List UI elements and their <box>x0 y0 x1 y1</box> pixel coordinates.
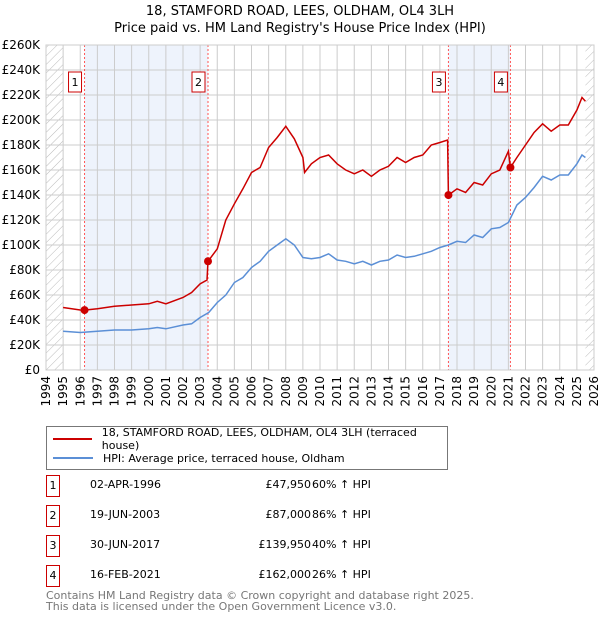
shaded-range <box>448 45 511 370</box>
chart-subtitle: Price paid vs. HM Land Registry's House … <box>114 21 486 36</box>
plot-border <box>45 44 595 371</box>
x-tick-label: 2023 <box>536 376 550 407</box>
x-tick-label: 2018 <box>450 376 464 407</box>
hatched-range <box>585 45 594 370</box>
x-tick-label: 2014 <box>382 376 396 407</box>
sale-label: 1 <box>72 76 79 89</box>
x-tick-label: 2011 <box>330 376 344 407</box>
x-tick-label: 2022 <box>519 376 533 407</box>
legend-label: 18, STAMFORD ROAD, LEES, OLDHAM, OL4 3LH… <box>101 426 417 452</box>
x-tick-label: 2002 <box>176 376 190 407</box>
y-tick-label: £240K <box>2 63 42 77</box>
sale-label: 4 <box>497 76 504 89</box>
x-tick-label: 2021 <box>501 376 515 407</box>
sale-point <box>444 191 453 200</box>
sale-label: 3 <box>435 76 442 89</box>
sale-point <box>506 163 515 172</box>
x-tick-label: 2015 <box>399 376 413 407</box>
sale-label: 2 <box>195 76 202 89</box>
x-tick-label: 2010 <box>313 376 327 407</box>
x-tick-label: 2009 <box>296 376 310 407</box>
x-tick-label: 2017 <box>433 376 447 407</box>
y-tick-label: £180K <box>2 138 42 152</box>
x-tick-label: 2003 <box>193 376 207 407</box>
shaded-range <box>84 45 209 370</box>
sale-number: 1 <box>46 475 60 497</box>
sale-price: £139,950 <box>258 538 312 551</box>
sale-date: 02-APR-1996 <box>90 478 162 491</box>
sale-number: 2 <box>46 505 60 527</box>
x-tick-label: 1995 <box>56 376 70 407</box>
legend-item-property: 18, STAMFORD ROAD, LEES, OLDHAM, OL4 3LH… <box>53 426 447 452</box>
y-tick-label: £0 <box>25 363 40 377</box>
sale-label-box <box>431 71 446 93</box>
sale-label-box <box>68 71 83 93</box>
y-tick-label: £200K <box>2 113 42 127</box>
sale-hpi: 26% ↑ HPI <box>312 568 371 581</box>
x-tick-label: 1999 <box>125 376 139 407</box>
chart-title: 18, STAMFORD ROAD, LEES, OLDHAM, OL4 3LH <box>145 4 455 19</box>
sale-number: 4 <box>46 565 60 587</box>
x-tick-label: 2008 <box>279 376 293 407</box>
y-tick-label: £120K <box>2 213 42 227</box>
sale-price: £87,000 <box>265 508 312 521</box>
y-tick-label: £20K <box>9 338 41 352</box>
y-tick-label: £100K <box>2 238 42 252</box>
x-tick-label: 1994 <box>39 376 53 407</box>
x-tick-label: 2004 <box>210 376 224 407</box>
y-tick-label: £80K <box>9 263 41 277</box>
sale-price: £162,000 <box>258 568 312 581</box>
series-line <box>63 153 586 334</box>
sale-date: 16-FEB-2021 <box>90 568 161 581</box>
x-tick-label: 2007 <box>262 376 276 407</box>
x-tick-label: 2013 <box>364 376 378 407</box>
sale-price: £47,950 <box>265 478 312 491</box>
sale-point <box>80 306 89 315</box>
x-tick-label: 2000 <box>142 376 156 407</box>
y-tick-label: £260K <box>2 38 42 52</box>
legend-swatch-red <box>53 438 92 440</box>
x-tick-label: 2026 <box>587 376 600 407</box>
x-tick-label: 2020 <box>484 376 498 407</box>
x-tick-label: 1997 <box>90 376 104 407</box>
sale-number: 3 <box>46 535 60 557</box>
hatched-range <box>46 45 64 370</box>
x-tick-label: 2012 <box>347 376 361 407</box>
legend-label: HPI: Average price, terraced house, Oldh… <box>103 451 345 465</box>
legend-swatch-blue <box>53 457 93 459</box>
x-tick-label: 1998 <box>108 376 122 407</box>
y-tick-label: £60K <box>9 288 41 302</box>
y-tick-label: £140K <box>2 188 42 202</box>
y-tick-label: £160K <box>2 163 42 177</box>
x-tick-label: 2016 <box>416 376 430 407</box>
sale-date: 19-JUN-2003 <box>90 508 161 521</box>
sale-point <box>204 257 213 266</box>
x-tick-label: 2001 <box>159 376 173 407</box>
footer-licence: This data is licensed under the Open Gov… <box>46 600 397 613</box>
legend-item-hpi: HPI: Average price, terraced house, Oldh… <box>53 450 345 466</box>
sale-date: 30-JUN-2017 <box>90 538 161 551</box>
x-tick-label: 2024 <box>553 376 567 407</box>
x-tick-label: 1996 <box>73 376 87 407</box>
sale-label-box <box>191 71 206 93</box>
x-tick-label: 2025 <box>570 376 584 407</box>
sale-hpi: 86% ↑ HPI <box>312 508 371 521</box>
y-tick-label: £220K <box>2 88 42 102</box>
x-tick-label: 2005 <box>227 376 241 407</box>
x-tick-label: 2019 <box>467 376 481 407</box>
chart-plot: 1994 1995 1996 1997 1998 1999 2000 2001 2002 2003… <box>2 38 600 407</box>
footer-copyright: Contains HM Land Registry data © Crown c… <box>46 589 474 602</box>
legend: 18, STAMFORD ROAD, LEES, OLDHAM, OL4 3LH… <box>46 426 448 470</box>
sale-hpi: 60% ↑ HPI <box>312 478 371 491</box>
y-tick-label: £40K <box>9 313 41 327</box>
x-tick-label: 2006 <box>245 376 259 407</box>
sale-hpi: 40% ↑ HPI <box>312 538 371 551</box>
sale-label-box <box>493 71 508 93</box>
